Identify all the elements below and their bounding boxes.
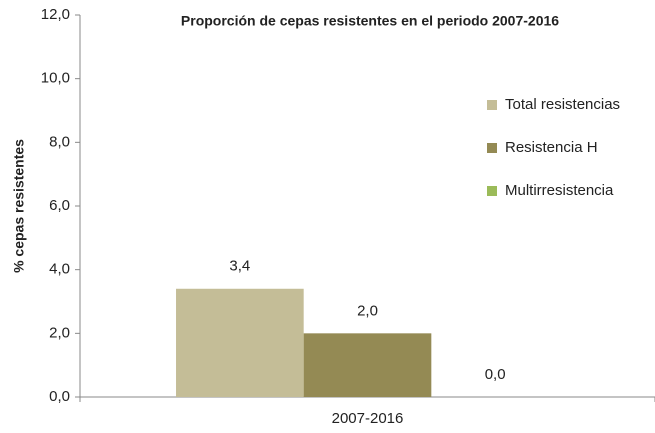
legend-label: Multirresistencia	[505, 182, 614, 199]
y-tick-label: 8,0	[49, 133, 70, 150]
data-label: 0,0	[485, 366, 506, 383]
y-tick-label: 6,0	[49, 197, 70, 214]
bar	[176, 288, 304, 397]
y-tick-label: 2,0	[49, 324, 70, 341]
y-tick-label: 10,0	[41, 70, 70, 87]
legend-swatch	[487, 186, 497, 196]
y-tick-label: 12,0	[41, 6, 70, 23]
legend-swatch	[487, 100, 497, 110]
y-tick-label: 0,0	[49, 388, 70, 405]
bar	[303, 333, 432, 397]
data-label: 2,0	[357, 302, 378, 319]
legend-swatch	[487, 143, 497, 153]
y-tick-label: 4,0	[49, 261, 70, 278]
chart-title: Proporción de cepas resistentes en el pe…	[181, 13, 559, 29]
y-axis-label: % cepas resistentes	[11, 139, 27, 273]
x-tick-label: 2007-2016	[332, 410, 404, 427]
legend-label: Resistencia H	[505, 139, 598, 156]
legend-label: Total resistencias	[505, 96, 620, 113]
data-label: 3,4	[229, 258, 250, 275]
